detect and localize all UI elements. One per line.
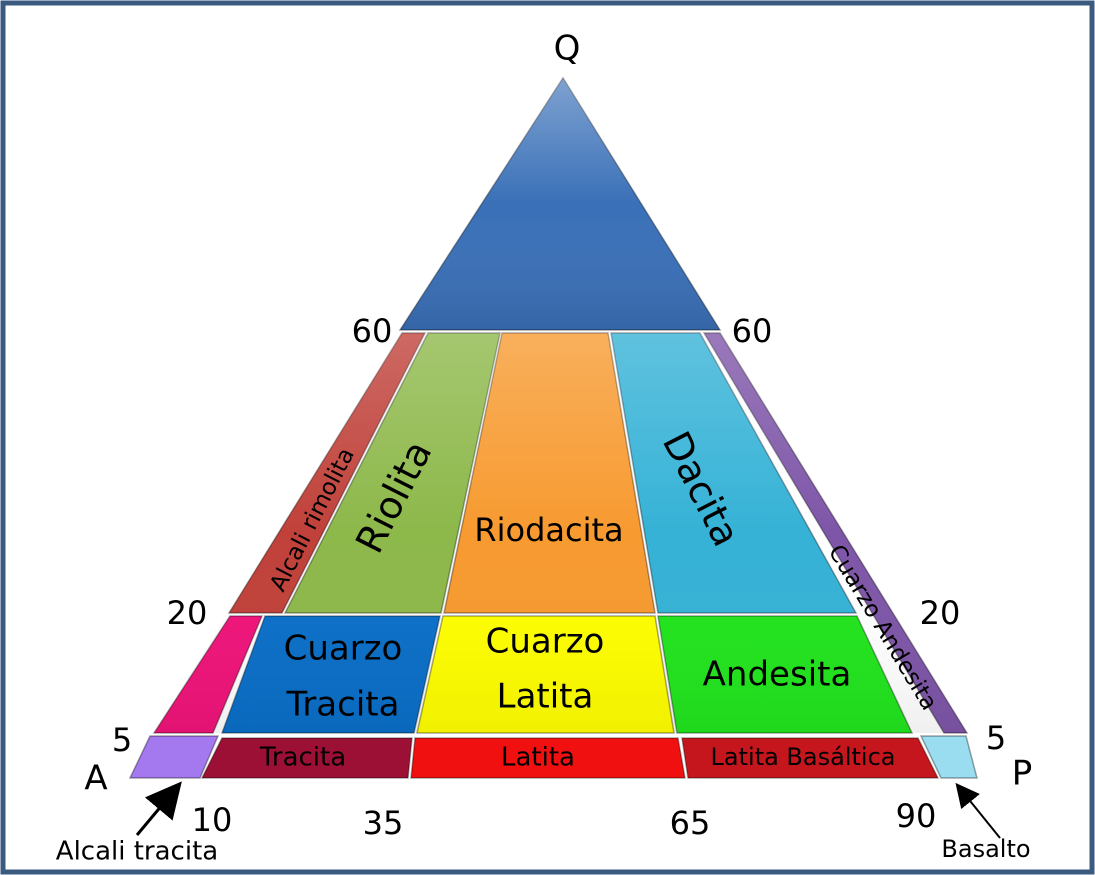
callout-arrow	[135, 781, 182, 836]
tick-label: 90	[896, 797, 937, 835]
tick-label: 20	[920, 594, 961, 632]
callout-label: Alcali tracita	[56, 837, 218, 867]
region-label: Tracita	[286, 685, 400, 725]
tick-label: 60	[732, 312, 773, 350]
tick-label: 35	[363, 804, 404, 842]
tick-label: 10	[192, 801, 233, 839]
tick-label: 5	[112, 721, 132, 759]
region-label: Riodacita	[474, 511, 623, 549]
latita-field	[410, 737, 686, 779]
region-label: Latita	[497, 677, 594, 717]
region-label: Cuarzo	[486, 622, 605, 662]
latita-basaltica-field	[681, 737, 940, 779]
tracita-field	[200, 737, 413, 779]
region-label: Tracita	[259, 743, 346, 773]
region-label: Andesita	[703, 655, 852, 695]
vertex-label: Q	[554, 29, 581, 69]
tick-label: 20	[167, 594, 208, 632]
basalto-field	[919, 735, 978, 779]
tick-label: 5	[986, 719, 1006, 757]
region-label: Latita Basáltica	[711, 743, 896, 771]
tick-label: 60	[352, 312, 393, 350]
alcali-tracita-field	[128, 735, 220, 779]
region-label: Cuarzo	[284, 629, 403, 669]
vertex-label: P	[1012, 754, 1033, 794]
region-label: Latita	[501, 743, 575, 773]
tick-label: 65	[670, 804, 711, 842]
vertex-label: A	[84, 759, 107, 799]
callout-arrow	[955, 782, 1001, 839]
callout-label: Basalto	[941, 835, 1030, 863]
